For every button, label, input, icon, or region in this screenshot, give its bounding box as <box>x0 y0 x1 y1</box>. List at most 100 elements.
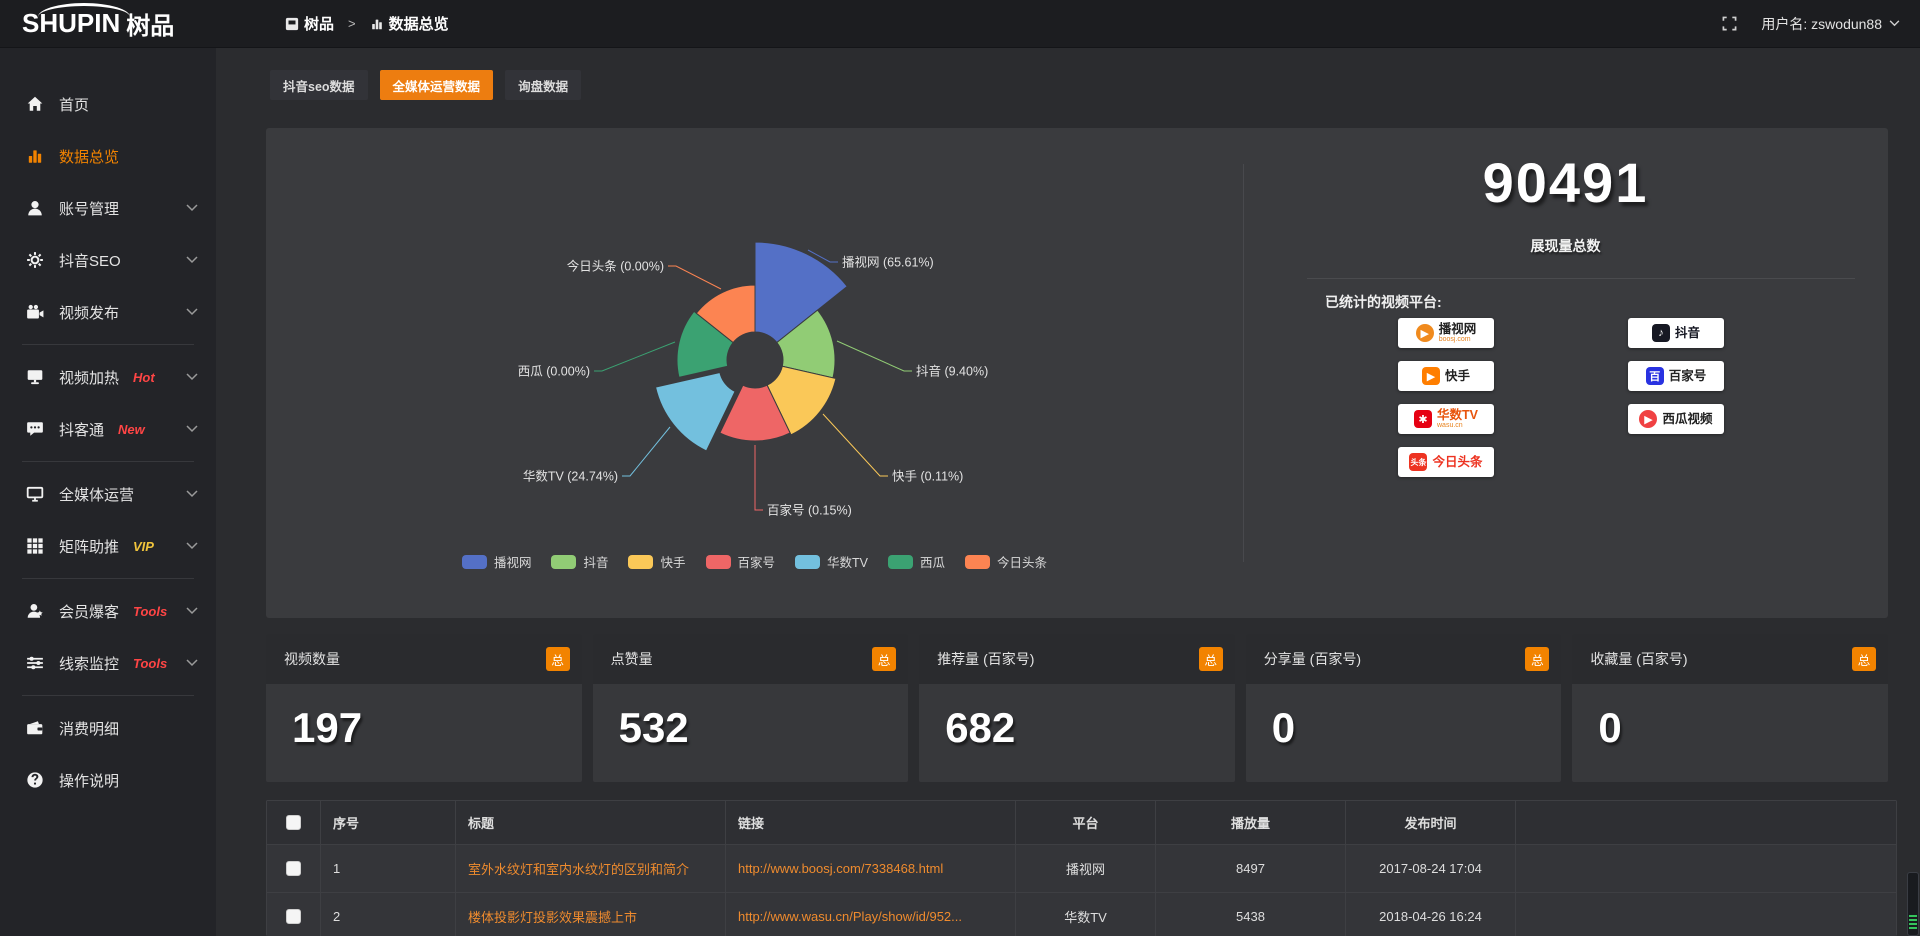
video-url-link[interactable]: http://www.boosj.com/7338468.html <box>738 861 944 876</box>
legend-item[interactable]: 百家号 <box>705 552 775 571</box>
platform-badge-西瓜视频: ▶ 西瓜视频 <box>1628 404 1724 434</box>
stat-value: 0 <box>1598 704 1622 751</box>
sidebar-item-spend-details[interactable]: 消费明细 <box>0 702 216 754</box>
legend-item[interactable]: 今日头条 <box>965 552 1047 571</box>
tab-douyin-seo-data[interactable]: 抖音seo数据 <box>270 70 368 100</box>
pie-label-line <box>622 426 671 477</box>
sidebar-item-douketong[interactable]: 抖客通 New <box>0 403 216 455</box>
pie-label-line <box>807 249 838 263</box>
platform-logo-icon: ▶ <box>1639 410 1658 428</box>
pie-label: 快手 (0.11%) <box>892 470 963 484</box>
legend-item[interactable]: 快手 <box>628 552 686 571</box>
pie-sector-西瓜[interactable] <box>676 310 734 378</box>
user-icon <box>26 199 44 217</box>
platform-logo-icon: ▶ <box>1421 367 1440 385</box>
sidebar-item-lead-monitor[interactable]: 线索监控 Tools <box>0 637 216 689</box>
legend-item[interactable]: 华数TV <box>795 552 868 571</box>
cell-link: http://www.boosj.com/7338468.html <box>725 844 1016 893</box>
bar-chart-icon <box>370 17 384 31</box>
app-logo[interactable]: SHUPIN 树品 <box>0 0 216 48</box>
chevron-down-icon <box>186 204 198 212</box>
pie-sector-华数TV[interactable] <box>654 371 736 452</box>
platform-badges: ▶ 播视网 boosj.com ▶ 快手 ✱ 华数TV wasu.cn 头条 今日头条 ♪ 抖音百百… <box>1398 318 1724 477</box>
sidebar-item-video-publish[interactable]: 视频发布 <box>0 286 216 338</box>
stat-card-video-count: 视频数量 总 197 <box>266 634 582 782</box>
cell-title: 楼体投影灯投影效果震撼上市 <box>455 892 726 936</box>
platforms-counted-label: 已统计的视频平台: <box>1325 294 1442 310</box>
pie-sector-百家号[interactable] <box>719 384 791 442</box>
stat-value: 0 <box>1271 704 1296 751</box>
chevron-down-icon <box>186 490 198 498</box>
overview-chart-card: 播视网 (65.61%) 抖音 (9.40%) 快手 (0.11%) 百家号 (0.1… <box>266 128 1888 618</box>
logo-arc <box>38 2 130 17</box>
pie-sector-快手[interactable] <box>766 365 837 436</box>
sidebar-item-douyin-seo[interactable]: 抖音SEO <box>0 234 216 286</box>
cell-time: 2018-04-26 16:24 <box>1345 892 1516 936</box>
row-checkbox[interactable] <box>286 909 301 924</box>
sidebar-item-omnimedia[interactable]: 全媒体运营 <box>0 468 216 520</box>
total-badge: 总 <box>545 647 570 671</box>
select-all-checkbox[interactable] <box>286 815 301 830</box>
stat-label: 收藏量 (百家号) <box>1590 651 1688 667</box>
stat-cards-row: 视频数量 总 197 点赞量 总 532 推荐量 (百家号) 总 682 分享量 (百… <box>266 634 1888 782</box>
scrollbar-thumb[interactable] <box>1907 872 1919 936</box>
bar-chart-icon <box>26 147 44 165</box>
data-tabs: 抖音seo数据 全媒体运营数据 询盘数据 <box>270 70 582 100</box>
cell-platform: 播视网 <box>1015 844 1156 893</box>
platform-share-pie-chart: 播视网 (65.61%) 抖音 (9.40%) 快手 (0.11%) 百家号 (0.1… <box>266 128 1243 618</box>
legend-item[interactable]: 西瓜 <box>888 552 945 571</box>
stat-value: 682 <box>945 704 1016 751</box>
breadcrumb: 树品 > 数据总览 <box>285 13 449 34</box>
platform-name: 百家号 <box>1668 368 1707 383</box>
pie-sector-今日头条[interactable] <box>695 284 756 344</box>
sidebar-item-instructions[interactable]: 操作说明 <box>0 754 216 806</box>
breadcrumb-separator: > <box>348 16 356 31</box>
cell-title: 室外水纹灯和室内水纹灯的区别和简介 <box>455 844 726 893</box>
platform-name: 今日头条 <box>1432 454 1483 469</box>
chevron-down-icon <box>186 542 198 550</box>
pie-label-line <box>754 445 763 511</box>
row-checkbox[interactable] <box>286 861 301 876</box>
new-tag: New <box>118 421 145 437</box>
tools-tag: Tools <box>133 655 168 671</box>
column-header-plays: 播放量 <box>1155 800 1346 845</box>
stat-value: 532 <box>618 704 689 751</box>
platform-name: 华数TV <box>1437 407 1478 422</box>
sliders-icon <box>26 654 44 672</box>
tab-inquiry-data[interactable]: 询盘数据 <box>505 70 582 100</box>
pie-sector-抖音[interactable] <box>776 309 836 379</box>
sidebar-item-video-heat[interactable]: 视频加热 Hot <box>0 351 216 403</box>
video-url-link[interactable]: http://www.wasu.cn/Play/show/id/952... <box>738 909 962 924</box>
cell-empty <box>1515 892 1897 936</box>
table-header-row: 序号 标题 链接 平台 播放量 发布时间 <box>266 800 1897 845</box>
legend-item[interactable]: 抖音 <box>551 552 608 571</box>
sidebar-item-matrix-boost[interactable]: 矩阵助推 VIP <box>0 520 216 572</box>
pie-sector-播视网[interactable] <box>754 241 848 344</box>
impressions-total-value: 90491 <box>1482 151 1649 214</box>
sidebar-divider <box>22 461 194 462</box>
sidebar-item-member-burst[interactable]: 会员爆客 Tools <box>0 585 216 637</box>
sidebar-item-home[interactable]: 首页 <box>0 78 216 130</box>
tab-omnimedia-data[interactable]: 全媒体运营数据 <box>379 70 494 100</box>
user-menu[interactable]: 用户名: zswodun88 <box>1761 14 1900 34</box>
wallet-icon <box>26 719 44 737</box>
video-title-link[interactable]: 室外水纹灯和室内水纹灯的区别和简介 <box>468 862 690 877</box>
pie-label: 西瓜 (0.00%) <box>518 365 590 379</box>
pie-label-line <box>668 265 722 290</box>
breadcrumb-current[interactable]: 数据总览 <box>370 13 449 34</box>
fullscreen-icon[interactable] <box>1722 16 1737 31</box>
header-right: 用户名: zswodun88 <box>1722 14 1920 34</box>
column-header-time: 发布时间 <box>1345 800 1516 845</box>
legend-item[interactable]: 播视网 <box>461 552 531 571</box>
breadcrumb-root[interactable]: 树品 <box>285 13 334 34</box>
pie-label: 百家号 (0.15%) <box>767 503 852 518</box>
platform-badge-快手: ▶ 快手 <box>1398 361 1494 391</box>
video-title-link[interactable]: 楼体投影灯投影效果震撼上市 <box>468 910 638 925</box>
sidebar-item-account[interactable]: 账号管理 <box>0 182 216 234</box>
sidebar-item-data-overview[interactable]: 数据总览 <box>0 130 216 182</box>
table-row: 2 楼体投影灯投影效果震撼上市 http://www.wasu.cn/Play/… <box>266 892 1897 936</box>
pie-label: 今日头条 (0.00%) <box>567 259 664 274</box>
pie-label: 播视网 (65.61%) <box>842 255 934 270</box>
table-row: 1 室外水纹灯和室内水纹灯的区别和简介 http://www.boosj.com… <box>266 844 1897 893</box>
